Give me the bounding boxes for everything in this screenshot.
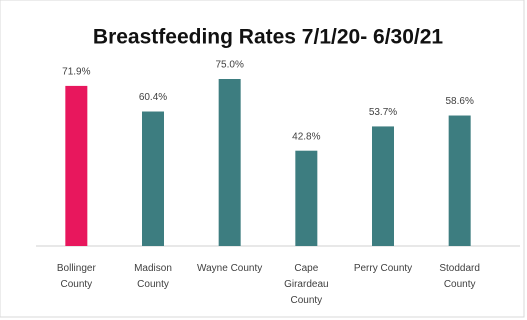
data-label: 60.4% [139, 92, 167, 103]
x-tick-label: Stoddard County [439, 263, 480, 290]
x-tick-label: Wayne County [197, 263, 262, 274]
data-label: 58.6% [445, 96, 473, 107]
data-label: 53.7% [369, 107, 397, 118]
bar [295, 150, 318, 246]
bar [218, 79, 241, 246]
x-tick-label: Bollinger County [57, 263, 97, 290]
x-tick-label: Cape Girardeau County [284, 263, 328, 306]
x-tick-label: Perry County [354, 263, 412, 274]
chart-title: Breastfeeding Rates 7/1/20- 6/30/21 [93, 26, 444, 49]
data-label: 75.0% [215, 60, 243, 71]
data-label: 42.8% [292, 131, 320, 142]
bar [142, 111, 164, 246]
x-tick-label: Madison County [134, 263, 172, 290]
bar [372, 126, 394, 246]
data-label: 71.9% [62, 67, 90, 78]
bar [65, 85, 88, 246]
bar [448, 115, 471, 246]
